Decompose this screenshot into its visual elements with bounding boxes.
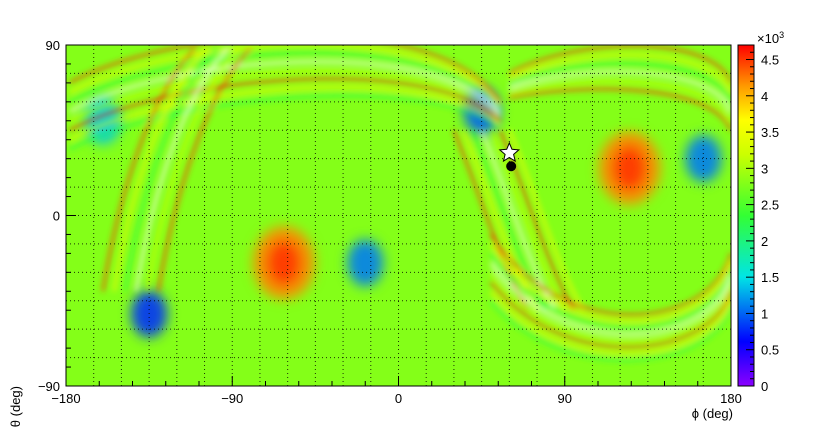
x-tick-label: 90 [558, 391, 572, 406]
colorbar-tick-label: 0 [761, 379, 768, 394]
fringe-upper-left-1 [68, 45, 502, 107]
colorbar-tick-label: 2 [761, 234, 768, 249]
cold-spot-4 [131, 290, 168, 338]
x-axis: −180 −90 0 90 180 [51, 376, 742, 406]
colorbar-multiplier: ×103 [757, 30, 784, 46]
fringe-upper-left-6 [68, 85, 502, 142]
fringe-lower-right-6 [489, 290, 731, 355]
y-tick-label: 0 [53, 209, 60, 224]
x-tick-label: −90 [221, 391, 243, 406]
star-marker [498, 141, 521, 163]
fringe-lower-right-3 [489, 261, 731, 336]
y-axis-label: θ (deg) [8, 386, 23, 427]
fringe-left-4 [145, 47, 241, 292]
fringe-upper-right-5 [509, 87, 731, 131]
fringe-left-3 [134, 47, 230, 292]
colorbar-tick-label: 1.5 [761, 270, 779, 285]
fringe-upper-right-3 [508, 70, 731, 112]
x-tick-label: 0 [395, 391, 402, 406]
colorbar-tick-label: 2.5 [761, 198, 779, 213]
fringe-lower-right-7 [489, 299, 731, 362]
fringe-left-1 [112, 47, 208, 292]
colorbar-tick-label: 1 [761, 306, 768, 321]
fringe-upper-left-4 [68, 68, 502, 123]
colorbar: 0 0.5 1 1.5 2 2.5 3 3.5 4 4.5 ×103 [737, 30, 784, 394]
y-tick-label: 90 [46, 38, 60, 53]
cold-spot-2 [347, 239, 384, 287]
hot-spot-core-0 [267, 240, 301, 286]
colorbar-ticks: 0 0.5 1 1.5 2 2.5 3 3.5 4 4.5 [746, 44, 779, 394]
colorbar-tick-label: 0.5 [761, 343, 779, 358]
fringe-left-5 [156, 47, 252, 292]
dot-marker [506, 161, 517, 172]
fringe-upper-right-0 [508, 45, 731, 84]
fringe-upper-left-7 [68, 94, 502, 151]
fringe-upper-left-2 [68, 51, 502, 111]
hot-spot-core-1 [612, 145, 647, 191]
fringe-upper-right-2 [508, 62, 731, 103]
colorbar-tick-label: 3.5 [761, 125, 779, 140]
fringe-lower-right-0 [489, 233, 731, 317]
fringe-upper-right-4 [508, 79, 731, 122]
x-tick-label: −180 [51, 391, 80, 406]
fringe-lower-right-2 [489, 252, 731, 330]
markers [498, 141, 521, 172]
colorbar-tick-label: 4 [761, 89, 768, 104]
colorbar-tick-label: 3 [761, 161, 768, 176]
fringe-upper-right-1 [508, 53, 731, 93]
fringe-lower-right-5 [489, 280, 731, 349]
cold-spot-3 [685, 135, 722, 183]
fringe-lower-right-4 [489, 271, 731, 343]
fringe-left-2 [123, 47, 219, 292]
y-tick-label: −90 [38, 379, 60, 394]
fringe-upper-left-3 [68, 60, 502, 115]
fringe-lower-right-1 [489, 243, 731, 323]
fringe-center-3 [480, 129, 557, 311]
x-tick-label: 180 [720, 391, 742, 406]
y-axis: −90 0 90 [38, 38, 76, 394]
x-axis-label: ϕ (deg) [692, 406, 733, 421]
fringe-center-6 [507, 129, 585, 311]
colorbar-tick-label: 4.5 [761, 53, 779, 68]
fringe-center-4 [489, 129, 567, 311]
grid [66, 45, 731, 386]
fringe-left-0 [101, 47, 197, 292]
